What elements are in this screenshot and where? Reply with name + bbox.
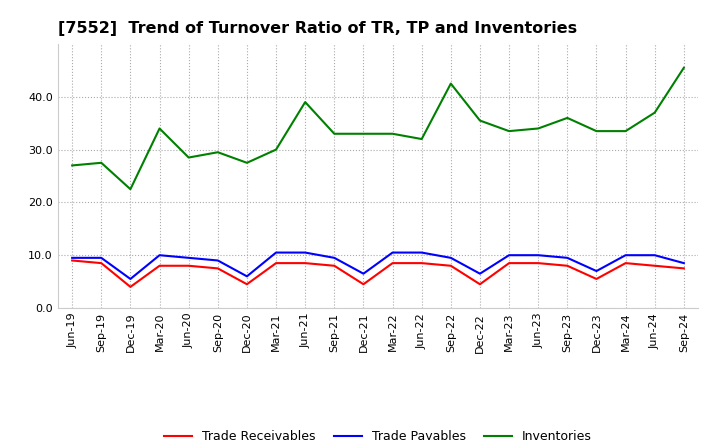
Inventories <box>621 128 630 134</box>
Inventories <box>359 131 368 136</box>
Trade Receivables <box>271 260 280 266</box>
Trade Payables <box>418 250 426 255</box>
Inventories <box>330 131 338 136</box>
Trade Payables <box>592 268 600 274</box>
Trade Payables <box>563 255 572 260</box>
Line: Inventories: Inventories <box>72 68 684 189</box>
Trade Payables <box>388 250 397 255</box>
Inventories <box>213 150 222 155</box>
Trade Receivables <box>621 260 630 266</box>
Inventories <box>650 110 659 115</box>
Line: Trade Payables: Trade Payables <box>72 253 684 279</box>
Trade Receivables <box>650 263 659 268</box>
Trade Payables <box>126 276 135 282</box>
Inventories <box>184 155 193 160</box>
Inventories <box>126 187 135 192</box>
Trade Receivables <box>476 282 485 287</box>
Line: Trade Receivables: Trade Receivables <box>72 260 684 287</box>
Inventories <box>446 81 455 86</box>
Trade Payables <box>680 260 688 266</box>
Trade Payables <box>97 255 106 260</box>
Inventories <box>68 163 76 168</box>
Inventories <box>592 128 600 134</box>
Trade Receivables <box>126 284 135 290</box>
Trade Receivables <box>446 263 455 268</box>
Trade Payables <box>650 253 659 258</box>
Trade Receivables <box>213 266 222 271</box>
Trade Receivables <box>301 260 310 266</box>
Trade Payables <box>476 271 485 276</box>
Trade Payables <box>271 250 280 255</box>
Trade Receivables <box>534 260 543 266</box>
Legend: Trade Receivables, Trade Payables, Inventories: Trade Receivables, Trade Payables, Inven… <box>159 425 597 440</box>
Trade Payables <box>184 255 193 260</box>
Trade Receivables <box>184 263 193 268</box>
Trade Receivables <box>359 282 368 287</box>
Inventories <box>156 126 164 131</box>
Text: [7552]  Trend of Turnover Ratio of TR, TP and Inventories: [7552] Trend of Turnover Ratio of TR, TP… <box>58 21 577 36</box>
Trade Receivables <box>505 260 513 266</box>
Trade Payables <box>301 250 310 255</box>
Trade Receivables <box>680 266 688 271</box>
Trade Receivables <box>68 258 76 263</box>
Inventories <box>243 160 251 165</box>
Inventories <box>534 126 543 131</box>
Trade Receivables <box>330 263 338 268</box>
Trade Payables <box>505 253 513 258</box>
Inventories <box>97 160 106 165</box>
Trade Payables <box>621 253 630 258</box>
Inventories <box>301 99 310 105</box>
Trade Payables <box>446 255 455 260</box>
Trade Payables <box>213 258 222 263</box>
Trade Receivables <box>156 263 164 268</box>
Trade Payables <box>359 271 368 276</box>
Trade Receivables <box>592 276 600 282</box>
Trade Receivables <box>563 263 572 268</box>
Trade Receivables <box>243 282 251 287</box>
Inventories <box>388 131 397 136</box>
Inventories <box>418 136 426 142</box>
Inventories <box>563 115 572 121</box>
Trade Payables <box>534 253 543 258</box>
Inventories <box>476 118 485 123</box>
Trade Payables <box>156 253 164 258</box>
Trade Receivables <box>97 260 106 266</box>
Inventories <box>680 65 688 70</box>
Inventories <box>505 128 513 134</box>
Trade Payables <box>330 255 338 260</box>
Trade Receivables <box>388 260 397 266</box>
Trade Payables <box>68 255 76 260</box>
Inventories <box>271 147 280 152</box>
Trade Receivables <box>418 260 426 266</box>
Trade Payables <box>243 274 251 279</box>
